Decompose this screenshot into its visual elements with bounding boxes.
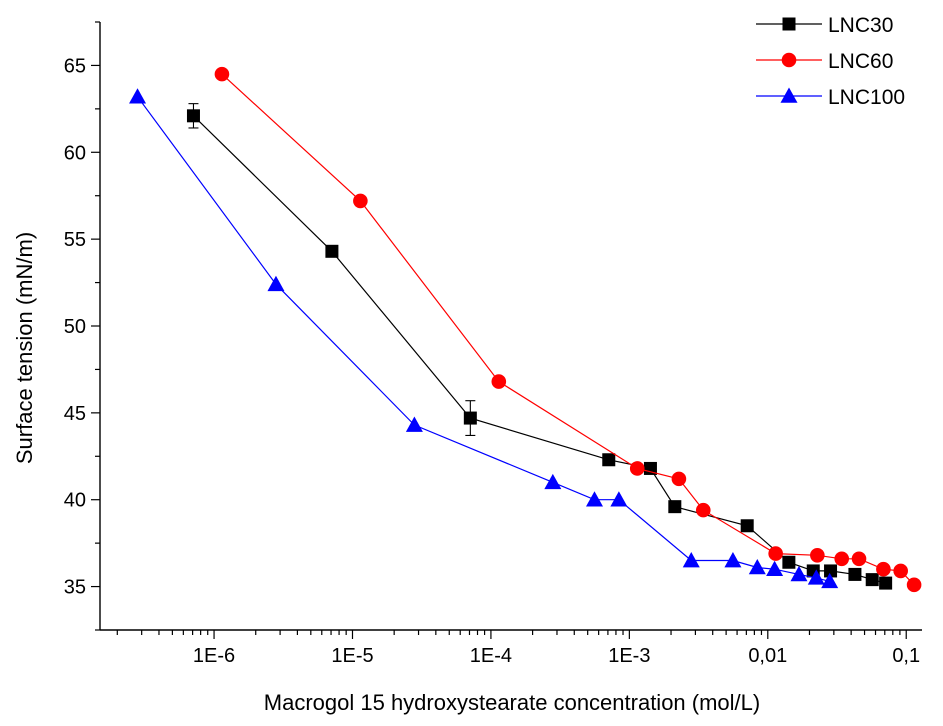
x-axis-ticks: 1E-6 1E-5 1E-4 1E-3 0,01 0,1 [116,630,920,667]
triangle-marker [129,88,147,104]
triangle-marker [267,275,285,292]
square-marker [602,453,616,467]
series-lnc100 [129,88,839,589]
x-axis-title: Macrogol 15 hydroxystearate concentratio… [264,690,760,715]
triangle-marker [610,491,628,507]
square-marker [740,519,754,533]
plot-frame [99,22,922,631]
series-lnc60 [214,66,922,593]
circle-marker [834,551,850,567]
legend-item-lnc100: LNC100 [756,86,905,109]
series-line [193,115,886,584]
square-marker [879,576,893,590]
x-tick-label: 0,1 [892,645,920,667]
circle-marker [214,66,230,82]
x-tick-label: 1E-3 [608,645,650,667]
y-tick-label: 45 [64,403,86,425]
square-marker [782,17,796,31]
y-tick-label: 50 [64,316,86,338]
series-line [221,73,915,586]
legend-label: LNC30 [828,14,893,37]
y-tick-label: 40 [64,490,86,512]
x-tick-label: 1E-6 [193,645,235,667]
y-tick-label: 55 [64,229,86,251]
square-marker [668,500,682,514]
triangle-marker [682,552,700,568]
triangle-marker [405,416,423,432]
circle-marker [768,546,783,561]
triangle-marker [780,87,798,103]
circle-marker [491,374,507,389]
legend-label: LNC100 [828,86,905,109]
legend-label: LNC60 [828,50,893,73]
series-lnc30 [186,103,893,590]
triangle-marker [724,552,742,568]
circle-marker [906,577,922,593]
triangle-marker [807,569,825,585]
circle-marker [353,193,368,209]
circle-marker [695,502,711,518]
legend-item-lnc60: LNC60 [756,50,893,73]
square-marker [865,573,879,587]
circle-marker [781,52,797,68]
circle-marker [671,471,687,487]
legend-item-lnc30: LNC30 [756,14,893,37]
triangle-marker [766,560,784,576]
square-marker [782,555,796,569]
y-axis-title: Surface tension (mN/m) [12,232,37,464]
triangle-marker [790,565,808,582]
y-tick-label: 65 [64,55,86,77]
series-layer [129,66,922,593]
circle-marker [876,561,891,577]
circle-marker [851,551,867,567]
x-tick-label: 1E-5 [331,645,373,667]
square-marker [643,461,657,475]
square-marker [824,564,838,578]
triangle-marker [821,572,839,589]
circle-marker [893,563,908,579]
x-tick-label: 0,01 [748,645,787,667]
square-marker [325,244,339,258]
y-tick-label: 60 [64,142,86,164]
square-marker [848,567,862,581]
series-line [137,96,830,582]
square-marker [186,109,200,123]
square-marker [463,411,477,425]
legend: LNC30 LNC60 LNC100 [756,14,905,109]
circle-marker [810,548,825,563]
triangle-marker [544,473,562,490]
circle-marker [629,461,645,476]
x-tick-label: 1E-4 [470,645,512,667]
y-axis-ticks: 35 40 45 50 55 60 65 [64,21,100,631]
triangle-marker [585,491,603,507]
y-tick-label: 35 [64,577,86,599]
triangle-marker [748,558,766,575]
